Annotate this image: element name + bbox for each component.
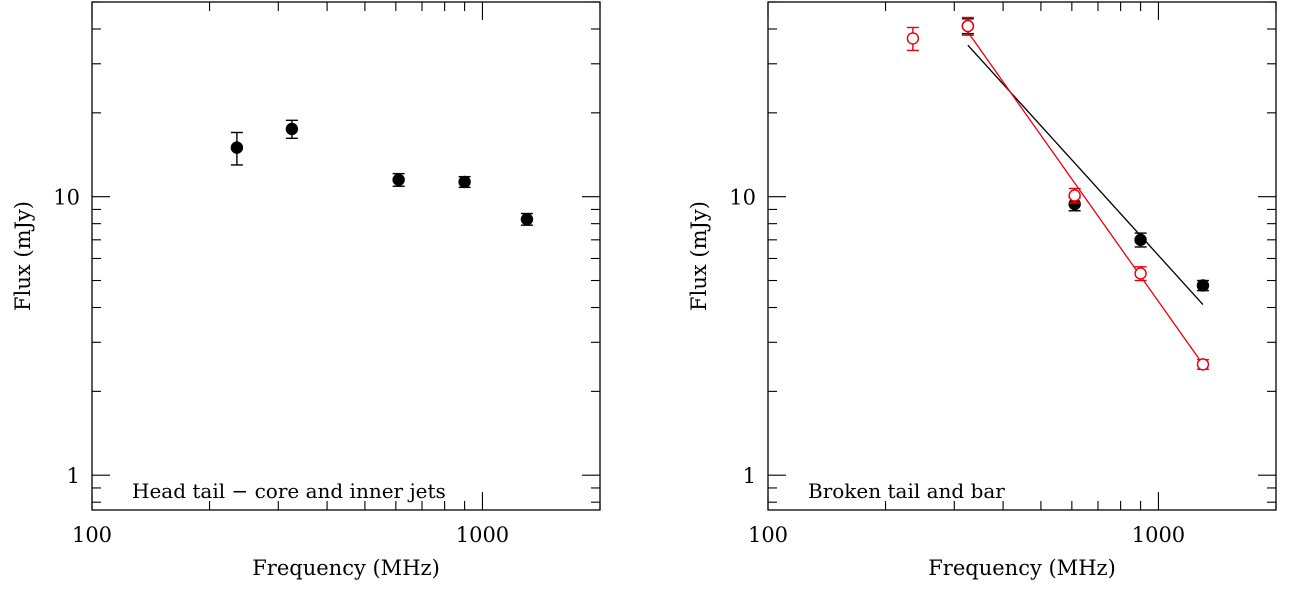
panel-annotation: Head tail − core and inner jets: [132, 479, 446, 503]
fit-line: [967, 31, 1204, 365]
x-tick-label: 1000: [456, 523, 509, 547]
data-point-filled: [392, 173, 405, 186]
data-point-filled: [458, 175, 471, 189]
x-tick-label: 1000: [1132, 523, 1185, 547]
y-tick-label: 10: [729, 186, 756, 210]
data-point-open: [1134, 267, 1147, 280]
data-point-filled: [1196, 279, 1210, 292]
data-point-open: [1196, 358, 1210, 371]
left-panel-head-tail: 100 1000 1 10 Frequency (MHz) Flux (mJy) Head …: [11, 1, 601, 580]
data-point-open: [1068, 189, 1081, 202]
y-axis-label: Flux (mJy): [687, 201, 711, 311]
x-tick-label: 100: [72, 523, 112, 547]
y-tick-label: 1: [67, 464, 80, 488]
data-point-filled: [285, 122, 299, 136]
fit-line: [967, 44, 1204, 305]
y-tick-label: 10: [53, 186, 80, 210]
x-axis-label: Frequency (MHz): [252, 556, 440, 580]
data-point-filled: [1134, 233, 1147, 247]
y-axis-label: Flux (mJy): [11, 201, 35, 311]
y-tick-label: 1: [743, 464, 756, 488]
plot-frame: [91, 1, 601, 511]
x-tick-label: 100: [748, 523, 788, 547]
data-point-open: [906, 32, 920, 45]
panel-annotation: Broken tail and bar: [808, 479, 1005, 503]
right-panel-broken-tail: 100 1000 1 10 Frequency (MHz) Flux (mJy) Broke…: [687, 1, 1277, 580]
data-point-filled: [230, 141, 244, 154]
plot-frame: [767, 1, 1277, 511]
data-point-open: [961, 19, 975, 33]
data-point-filled: [520, 213, 534, 226]
x-axis-label: Frequency (MHz): [928, 556, 1116, 580]
